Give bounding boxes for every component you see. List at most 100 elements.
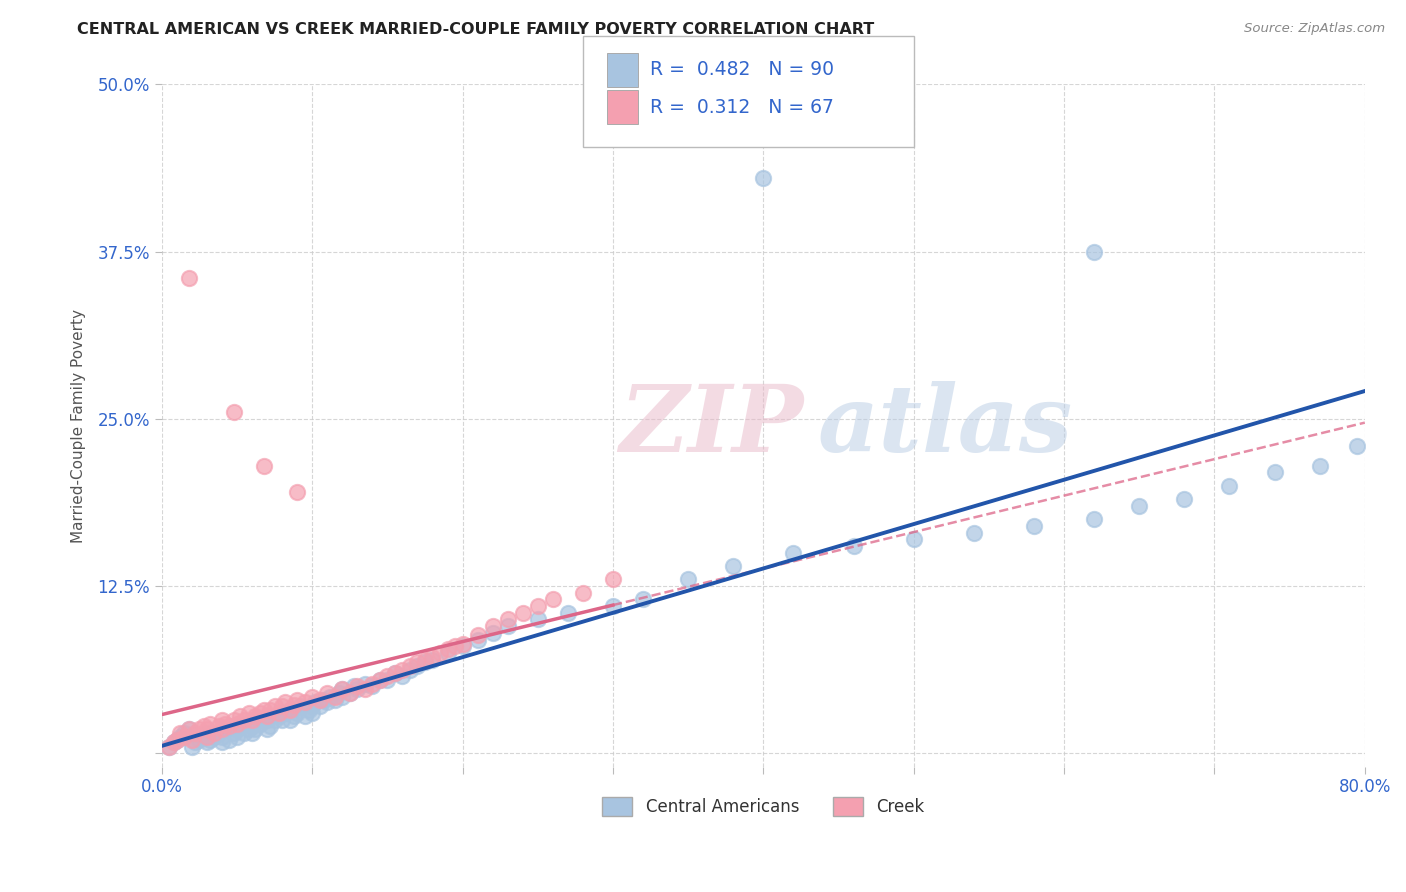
Point [298,703,321,717]
Point [422,652,444,666]
Point [368,673,391,687]
Point [218,732,240,747]
Point [963,525,986,540]
Point [166,732,188,747]
Point [304,695,326,709]
Point [451,639,474,653]
Point [436,646,458,660]
Point [222,726,245,740]
Point [496,612,519,626]
Point [267,708,290,723]
Point [271,699,294,714]
Text: Source: ZipAtlas.com: Source: ZipAtlas.com [1244,22,1385,36]
Point [368,673,391,687]
Point [1218,478,1240,492]
Point [557,606,579,620]
Point [274,695,297,709]
Point [285,485,308,500]
Point [253,703,276,717]
Point [346,681,368,696]
Point [184,735,207,749]
Point [602,599,624,613]
Point [198,732,221,747]
Point [399,659,422,673]
Point [288,699,311,714]
Point [193,719,215,733]
Text: R =  0.312   N = 67: R = 0.312 N = 67 [650,97,834,117]
Point [271,713,294,727]
Point [375,668,398,682]
Point [1083,244,1105,259]
Point [285,692,308,706]
Point [316,686,339,700]
Point [163,735,186,749]
Point [391,663,413,677]
Point [180,739,202,754]
Point [339,686,361,700]
Point [157,739,180,754]
Point [163,735,186,749]
Point [238,706,260,720]
Point [188,732,211,747]
Point [211,730,233,744]
Point [249,706,271,720]
Point [496,619,519,633]
Point [166,732,188,747]
Point [238,722,260,736]
Point [240,726,263,740]
Point [353,681,375,696]
Point [1022,518,1045,533]
Point [243,722,266,736]
Point [526,612,548,626]
Point [208,726,231,740]
Point [314,692,336,706]
Y-axis label: Married-Couple Family Poverty: Married-Couple Family Poverty [72,309,86,542]
Point [541,592,564,607]
Point [214,722,236,736]
Point [195,735,218,749]
Point [526,599,548,613]
Point [429,646,451,660]
Point [173,730,195,744]
Point [177,271,200,285]
Point [253,458,276,473]
Point [188,722,211,736]
Point [323,692,346,706]
Point [229,719,252,733]
Point [361,679,384,693]
Point [301,706,323,720]
Point [222,713,245,727]
Point [195,726,218,740]
Point [301,699,323,714]
Point [177,722,200,736]
Point [180,732,202,747]
Point [294,695,316,709]
Point [413,655,436,669]
Point [384,665,406,680]
Text: ZIP: ZIP [619,381,803,470]
Point [173,726,195,740]
Point [323,690,346,704]
Point [169,726,191,740]
Point [1173,491,1195,506]
Point [346,679,368,693]
Point [413,652,436,666]
Point [285,706,308,720]
Point [481,625,503,640]
Point [259,719,281,733]
Point [222,405,245,419]
Point [283,708,305,723]
Point [406,655,429,669]
Point [319,690,342,704]
Point [263,699,285,714]
Point [328,686,350,700]
Point [330,681,353,696]
Point [308,692,330,706]
Point [263,713,285,727]
Point [1264,466,1286,480]
Point [842,539,865,553]
Point [195,722,218,736]
Point [249,716,271,731]
Point [752,171,775,186]
Point [229,708,252,723]
